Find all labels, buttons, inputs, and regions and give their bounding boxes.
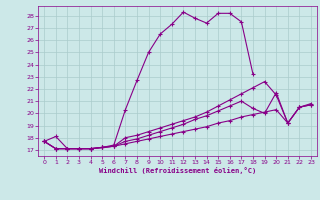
X-axis label: Windchill (Refroidissement éolien,°C): Windchill (Refroidissement éolien,°C) — [99, 167, 256, 174]
